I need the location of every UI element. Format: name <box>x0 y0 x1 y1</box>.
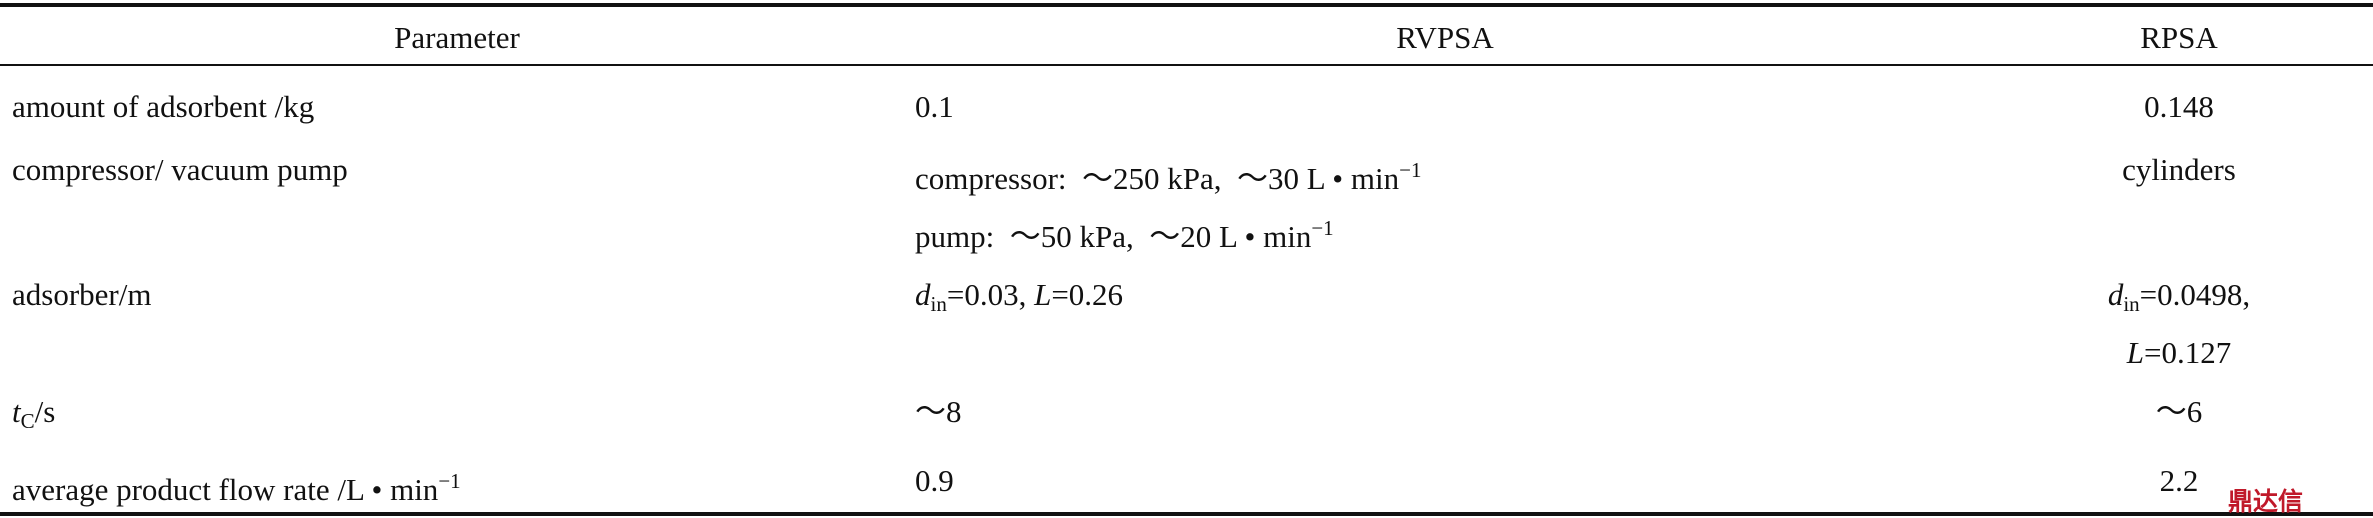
text-segment: cylinders <box>2122 152 2236 187</box>
table-cell-line: 0.9 <box>915 461 954 501</box>
table-cell-line: compressor: ～250 kPa, ～30 L • min−1 <box>915 150 1422 196</box>
header-cell: Parameter <box>394 20 520 55</box>
text-segment: =0.26 <box>1051 277 1124 312</box>
table-cell-line: compressor/ vacuum pump <box>12 150 348 190</box>
text-segment: C <box>20 409 35 433</box>
text-segment: ～6 <box>2155 394 2203 429</box>
top-rule <box>0 3 2373 7</box>
text-segment: −1 <box>438 469 461 493</box>
text-segment: −1 <box>1311 216 1334 240</box>
text-segment: compressor/ vacuum pump <box>12 152 348 187</box>
text-segment: pump: ～50 kPa, ～20 L • min <box>915 219 1312 254</box>
text-segment: d <box>915 277 931 312</box>
text-segment: d <box>2107 277 2124 312</box>
table-cell-line: 2.2 <box>1990 461 2368 501</box>
table-cell-line: average product flow rate /L • min−1 <box>12 461 461 507</box>
text-segment: /s <box>34 394 56 429</box>
bottom-rule <box>0 512 2373 516</box>
table-cell-line: tC/s <box>12 392 56 433</box>
watermark: 鼎达信 <box>2228 487 2304 516</box>
table-cell-line: 0.1 <box>915 87 954 127</box>
table-cell-line: 0.148 <box>1990 87 2368 127</box>
table-cell-line: adsorber/m <box>12 275 151 315</box>
table-cell-line: cylinders <box>1990 150 2368 190</box>
text-segment: ～8 <box>915 394 962 429</box>
table-cell-line: amount of adsorbent /kg <box>12 87 314 127</box>
text-segment: =0.03, <box>946 277 1035 312</box>
table-cell-line: din=0.03, L=0.26 <box>915 275 1124 316</box>
text-segment: 2.2 <box>2159 463 2199 498</box>
text-segment: in <box>2123 292 2140 316</box>
table-cell-line: ～6 <box>1990 392 2368 432</box>
text-segment: adsorber/m <box>12 277 152 312</box>
table-cell-line: ～8 <box>915 392 962 432</box>
text-segment: =0.0498, <box>2139 277 2251 312</box>
text-segment: amount of adsorbent /kg <box>12 89 315 124</box>
text-segment: 0.9 <box>915 463 954 498</box>
text-segment: t <box>12 394 21 429</box>
table-cell-line: L=0.127 <box>1990 333 2368 373</box>
text-segment: 0.1 <box>915 89 954 124</box>
text-segment: in <box>930 292 947 316</box>
header-cell: RVPSA <box>1396 20 1494 55</box>
header-cell: RPSA <box>2140 20 2218 55</box>
header-rule <box>0 64 2373 66</box>
table-cell-line: pump: ～50 kPa, ～20 L • min−1 <box>915 208 1334 254</box>
text-segment: −1 <box>1399 158 1422 182</box>
text-segment: =0.127 <box>2144 335 2232 370</box>
text-segment: 0.148 <box>2144 89 2214 124</box>
text-segment: average product flow rate /L • min <box>12 472 439 507</box>
text-segment: L <box>1034 277 1052 312</box>
text-segment: compressor: ～250 kPa, ～30 L • min <box>915 161 1400 196</box>
text-segment: L <box>2126 335 2144 370</box>
table-cell-line: din=0.0498, <box>1990 275 2368 316</box>
